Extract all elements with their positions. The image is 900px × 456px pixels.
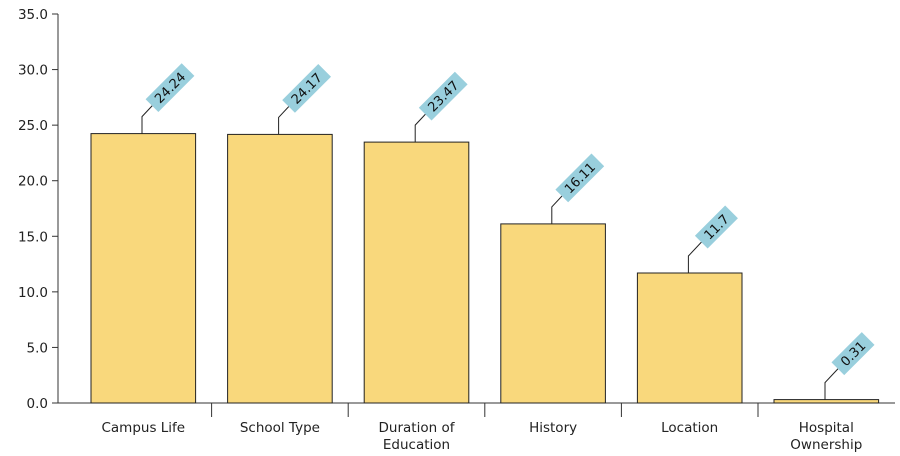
x-category-label: Hospital Ownership xyxy=(790,420,862,453)
data-label-box xyxy=(418,71,468,121)
x-axis: Campus Life School Type Duration of Educati… xyxy=(58,402,895,453)
y-tick-label: 35.0 xyxy=(18,7,48,23)
y-tick-label: 5.0 xyxy=(27,340,48,356)
data-label: 24.24 xyxy=(145,63,195,112)
data-label: 23.47 xyxy=(418,71,468,121)
y-tick-label: 25.0 xyxy=(18,118,48,134)
y-tick-label: 10.0 xyxy=(18,285,48,301)
leader-line xyxy=(141,100,158,134)
leader-line xyxy=(824,366,841,400)
bar xyxy=(636,272,743,404)
data-label: 11.7 xyxy=(694,205,738,249)
bar xyxy=(500,223,606,404)
x-category-label: Campus Life xyxy=(101,420,185,436)
y-axis: 0.0 5.0 10.0 15.0 20.0 25.0 30.0 35.0 xyxy=(18,7,59,412)
data-label: 0.31 xyxy=(831,332,875,376)
y-tick-label: 30.0 xyxy=(18,63,48,79)
data-label-box xyxy=(282,64,331,113)
x-category-label: Location xyxy=(661,420,718,436)
x-category-label: History xyxy=(529,420,577,436)
x-category-label: Duration of Education xyxy=(379,420,456,453)
y-tick-label: 0.0 xyxy=(27,396,48,412)
y-tick-label: 20.0 xyxy=(18,174,48,190)
bar xyxy=(773,399,880,404)
bar xyxy=(90,133,197,404)
leader-line xyxy=(414,108,431,143)
bar xyxy=(227,133,333,404)
data-label-box xyxy=(145,63,195,112)
bars xyxy=(90,133,880,404)
leader-line xyxy=(551,190,568,224)
y-tick-label: 15.0 xyxy=(18,229,48,245)
data-label-box xyxy=(555,153,605,203)
leader-line xyxy=(278,101,294,135)
bar xyxy=(363,141,470,404)
data-label: 16.11 xyxy=(555,153,605,203)
leader-line xyxy=(687,239,704,273)
data-label: 24.17 xyxy=(282,64,331,113)
data-label-box xyxy=(694,205,738,249)
data-label-box xyxy=(831,332,875,376)
x-category-label: School Type xyxy=(240,420,320,436)
